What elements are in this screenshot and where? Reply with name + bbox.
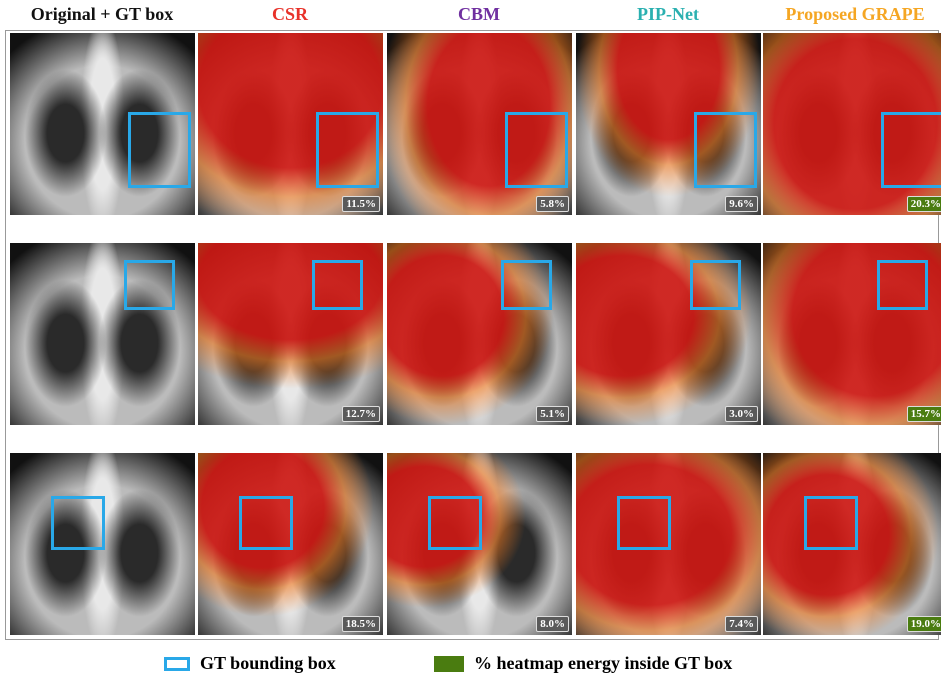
gt-box [501, 260, 552, 310]
energy-badge: 3.0% [725, 406, 758, 422]
energy-badge: 15.7% [907, 406, 941, 422]
xray-tile: 5.1% [387, 243, 572, 425]
gt-box [877, 260, 928, 310]
gt-box [239, 496, 293, 550]
gt-box [804, 496, 858, 550]
xray-tile: 11.5% [198, 33, 383, 215]
xray-tile: 3.0% [576, 243, 761, 425]
xray-tile: 19.0% [763, 453, 941, 635]
gt-box [428, 496, 482, 550]
xray-tile [10, 33, 195, 215]
energy-badge: 12.7% [342, 406, 380, 422]
xray-tile: 15.7% [763, 243, 941, 425]
gt-box [617, 496, 671, 550]
xray-tile [10, 453, 195, 635]
energy-badge: 7.4% [725, 616, 758, 632]
energy-badge: 5.1% [536, 406, 569, 422]
energy-badge: 20.3% [907, 196, 941, 212]
xray-tile: 18.5% [198, 453, 383, 635]
legend-item: GT bounding box [164, 653, 336, 674]
gt-box [694, 112, 757, 188]
legend-label: % heatmap energy inside GT box [474, 653, 732, 674]
gt-box [690, 260, 741, 310]
xray-tile: 7.4% [576, 453, 761, 635]
column-header: PIP-Net [575, 4, 761, 25]
legend-swatch [164, 657, 190, 671]
energy-badge: 8.0% [536, 616, 569, 632]
column-header: Original + GT box [9, 4, 195, 25]
energy-badge: 5.8% [536, 196, 569, 212]
energy-badge: 18.5% [342, 616, 380, 632]
gt-box [505, 112, 568, 188]
figure: Original + GT boxCSRCBMPIP-NetProposed G… [0, 0, 941, 673]
legend-item: % heatmap energy inside GT box [434, 653, 732, 674]
legend-label: GT bounding box [200, 653, 336, 674]
xray-tile: 9.6% [576, 33, 761, 215]
column-header: Proposed GRAPE [762, 4, 941, 25]
energy-badge: 19.0% [907, 616, 941, 632]
column-header: CBM [386, 4, 572, 25]
xray-tile: 5.8% [387, 33, 572, 215]
xray-tile [10, 243, 195, 425]
gt-box [128, 112, 191, 188]
xray-tile: 12.7% [198, 243, 383, 425]
gt-box [316, 112, 379, 188]
gt-box [312, 260, 363, 310]
gt-box [51, 496, 105, 550]
legend-swatch [434, 656, 464, 672]
energy-badge: 11.5% [342, 196, 380, 212]
xray-tile: 8.0% [387, 453, 572, 635]
xray-tile: 20.3% [763, 33, 941, 215]
energy-badge: 9.6% [725, 196, 758, 212]
gt-box [881, 112, 941, 188]
gt-box [124, 260, 175, 310]
column-header: CSR [197, 4, 383, 25]
